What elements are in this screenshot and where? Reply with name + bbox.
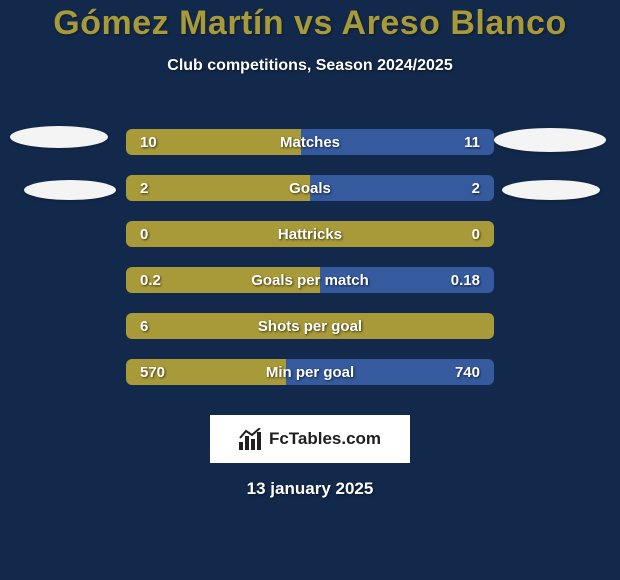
bar-track: Hattricks00	[126, 221, 494, 247]
comparison-card: Gómez Martín vs Areso Blanco Club compet…	[0, 0, 620, 499]
page-title: Gómez Martín vs Areso Blanco	[0, 4, 620, 43]
decorative-blob	[494, 128, 606, 152]
stat-row: Shots per goal6	[0, 303, 620, 349]
date-text: 13 january 2025	[0, 479, 620, 499]
decorative-blob	[10, 126, 108, 148]
bar-left	[126, 175, 310, 201]
bar-track: Goals per match0.20.18	[126, 267, 494, 293]
bar-left	[126, 221, 494, 247]
decorative-blob	[24, 180, 116, 200]
bar-left	[126, 129, 301, 155]
bar-right	[301, 129, 494, 155]
subtitle: Club competitions, Season 2024/2025	[0, 57, 620, 75]
bar-track: Matches1011	[126, 129, 494, 155]
logo-box: FcTables.com	[210, 415, 410, 463]
bar-right	[320, 267, 494, 293]
decorative-blob	[502, 180, 600, 200]
bar-left	[126, 313, 494, 339]
stat-row: Hattricks00	[0, 211, 620, 257]
bar-track: Goals22	[126, 175, 494, 201]
stat-row: Min per goal570740	[0, 349, 620, 395]
bar-track: Shots per goal6	[126, 313, 494, 339]
bar-right	[286, 359, 494, 385]
logo-text: FcTables.com	[269, 429, 381, 449]
bar-right	[310, 175, 494, 201]
bar-left	[126, 267, 320, 293]
stat-row: Goals per match0.20.18	[0, 257, 620, 303]
logo-icon	[239, 428, 263, 450]
stat-rows: Matches1011 Goals22 Hattricks00 Goals per m…	[0, 119, 620, 395]
bar-left	[126, 359, 286, 385]
bar-track: Min per goal570740	[126, 359, 494, 385]
